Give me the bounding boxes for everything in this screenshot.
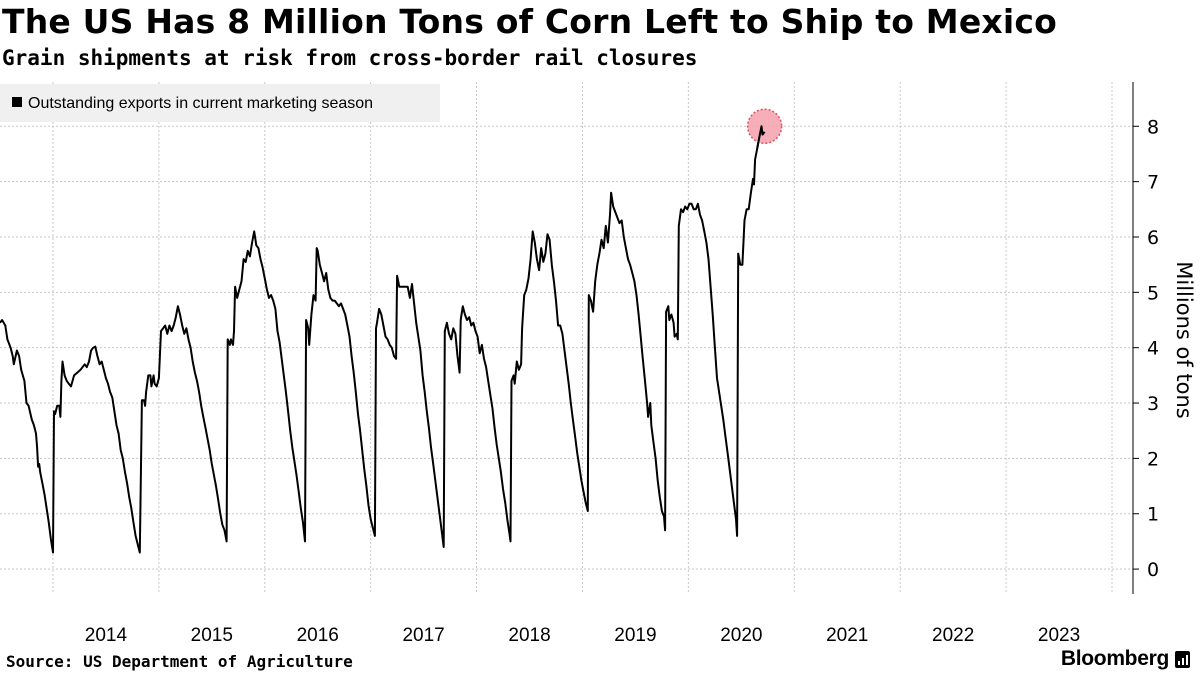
x-tick-label: 2021 bbox=[826, 625, 868, 646]
legend-background bbox=[0, 84, 440, 122]
brand-name: Bloomberg bbox=[1060, 647, 1169, 670]
y-tick-label: 0 bbox=[1147, 559, 1159, 581]
y-tick-label: 3 bbox=[1147, 393, 1159, 415]
y-tick-label: 4 bbox=[1147, 338, 1159, 360]
x-tick-label: 2015 bbox=[191, 625, 233, 646]
y-axis-label: Millions of tons bbox=[1172, 261, 1196, 418]
x-tick-label: 2019 bbox=[614, 625, 656, 646]
x-tick-label: 2022 bbox=[932, 625, 974, 646]
legend-entry: Outstanding exports in current marketing… bbox=[28, 95, 373, 112]
y-tick-label: 2 bbox=[1147, 448, 1159, 470]
highlight bbox=[746, 108, 783, 149]
series-line-tip bbox=[756, 125, 766, 149]
x-tick-label: 2023 bbox=[1038, 625, 1080, 646]
series bbox=[0, 125, 766, 554]
legend: Outstanding exports in current marketing… bbox=[0, 84, 440, 122]
gridlines bbox=[0, 82, 1133, 594]
y-tick-label: 8 bbox=[1147, 116, 1159, 138]
chart-subtitle: Grain shipments at risk from cross-borde… bbox=[2, 46, 698, 70]
axes: 0 1 2 3 4 5 6 7 8 2014 2015 2016 2017 2018 2019 2020 202… bbox=[85, 82, 1159, 646]
x-tick-label: 2014 bbox=[85, 625, 128, 646]
x-tick-label: 2020 bbox=[720, 625, 762, 646]
brand: Bloomberg bbox=[1061, 647, 1190, 671]
y-tick-label: 6 bbox=[1147, 227, 1159, 249]
y-tick-label: 1 bbox=[1147, 504, 1159, 526]
bloomberg-terminal-icon bbox=[1175, 650, 1190, 668]
x-tick-label: 2017 bbox=[402, 625, 444, 646]
series-line bbox=[0, 125, 766, 554]
highlight-marker bbox=[746, 108, 783, 145]
y-tick-label: 7 bbox=[1147, 172, 1159, 194]
x-tick-label: 2018 bbox=[508, 625, 550, 646]
chart-title: The US Has 8 Million Tons of Corn Left t… bbox=[2, 2, 1058, 41]
source-note: Source: US Department of Agriculture bbox=[6, 652, 353, 671]
x-tick-label: 2016 bbox=[297, 625, 339, 646]
legend-swatch bbox=[12, 97, 22, 107]
y-tick-label: 5 bbox=[1147, 282, 1159, 304]
